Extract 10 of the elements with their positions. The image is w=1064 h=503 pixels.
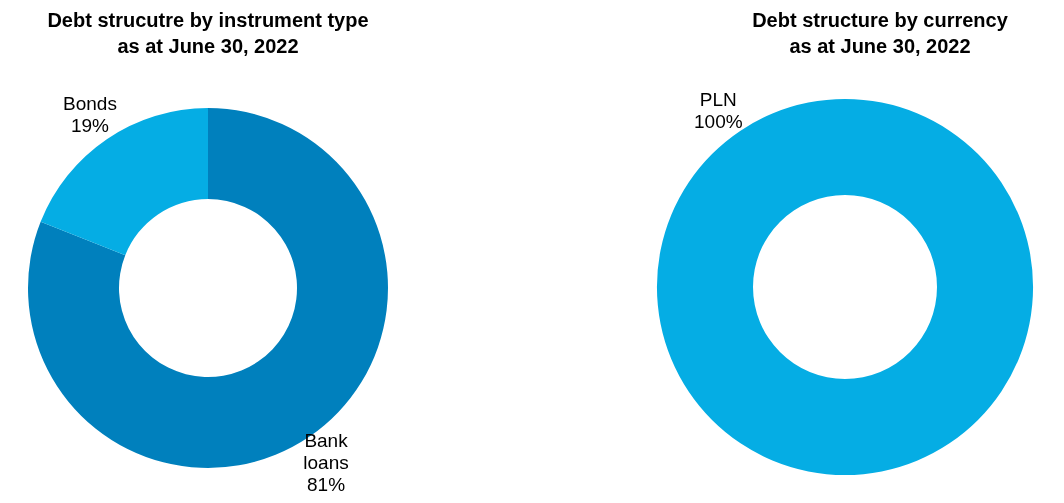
slice-label: Bank loans [303, 429, 349, 473]
slice-label: Bonds [63, 93, 117, 115]
data-label: 19% [70, 115, 110, 137]
donut-slice [28, 108, 388, 468]
data-label: 81% [307, 473, 346, 495]
chart-title: Debt strucutre by instrument type as at June 30, 2022 [47, 9, 369, 57]
chart-title: Debt structure by currency as at June 30, 2022 [752, 9, 1009, 57]
donut-slice [40, 108, 208, 256]
slice-label: PLN [699, 88, 737, 110]
data-label: 100% [694, 110, 743, 132]
